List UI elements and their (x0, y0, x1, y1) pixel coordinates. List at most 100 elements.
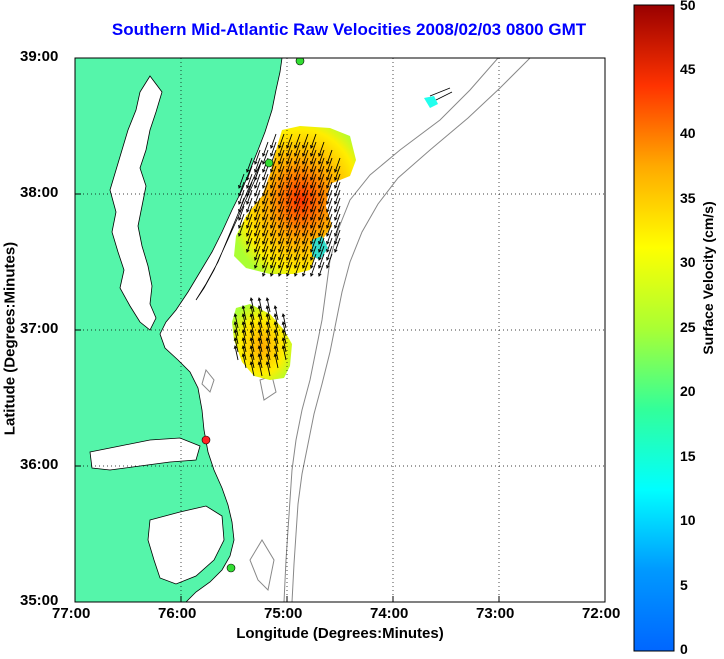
velocity-arrowhead (334, 216, 338, 221)
velocity-arrowhead (265, 297, 270, 302)
velocity-arrowhead (334, 232, 338, 237)
station-marker-green (226, 563, 236, 573)
velocity-arrowhead (334, 208, 338, 213)
velocity-arrow (254, 165, 261, 181)
velocity-arrowhead (257, 361, 262, 366)
velocity-arrow (302, 133, 309, 149)
velocity-arrow (246, 173, 253, 189)
velocity-arrowhead (278, 152, 282, 157)
velocity-arrowhead (302, 272, 306, 277)
colorbar-label: Surface Velocity (cm/s) (700, 201, 716, 355)
velocity-arrowhead (326, 184, 330, 189)
velocity-arrow (286, 141, 293, 157)
velocity-arrow (274, 329, 279, 345)
velocity-arrowhead (262, 224, 266, 229)
velocity-arrow (250, 361, 255, 377)
velocity-arrow (274, 345, 279, 361)
colorbar-tick-label: 40 (680, 125, 696, 141)
velocity-arrow (302, 205, 309, 221)
velocity-arrowhead (254, 216, 258, 221)
velocity-arrow (278, 245, 285, 261)
velocity-arrowhead (262, 176, 266, 181)
velocity-arrow (262, 165, 269, 181)
velocity-arrow (286, 205, 293, 221)
velocity-arrow (266, 337, 271, 353)
x-tick-label: 76:00 (158, 605, 197, 622)
velocity-arrowhead (241, 313, 246, 318)
velocity-arrow (278, 149, 285, 165)
velocity-arrow (310, 205, 317, 221)
velocity-arrow (246, 221, 253, 237)
velocity-arrow (318, 197, 325, 213)
velocity-arrowhead (278, 160, 282, 165)
velocity-arrow (254, 197, 261, 213)
velocity-arrow (278, 221, 285, 237)
velocity-arrow (318, 229, 325, 245)
velocity-arrowhead (262, 192, 266, 197)
velocity-arrow (242, 305, 247, 321)
velocity-arrowhead (278, 184, 282, 189)
velocity-arrowhead (249, 305, 254, 310)
velocity-arrowhead (270, 192, 274, 197)
velocity-arrowhead (249, 297, 254, 302)
velocity-arrowhead (249, 345, 254, 350)
velocity-arrow (262, 229, 269, 245)
velocity-arrow (310, 245, 317, 261)
velocity-arrowhead (326, 160, 330, 165)
velocity-arrowhead (318, 240, 322, 245)
velocity-arrow (326, 173, 333, 189)
velocity-arrow (270, 205, 277, 221)
velocity-arrowhead (257, 305, 262, 310)
velocity-arrow (302, 197, 309, 213)
velocity-arrow (278, 261, 285, 277)
velocity-arrowhead (257, 321, 262, 326)
velocity-arrow (326, 229, 333, 245)
velocity-arrowhead (334, 168, 338, 173)
velocity-arrowhead (302, 192, 306, 197)
velocity-arrowhead (233, 345, 238, 350)
velocity-arrowhead (270, 272, 274, 277)
velocity-arrowhead (233, 313, 238, 318)
velocity-arrow (278, 189, 285, 205)
velocity-arrowhead (262, 256, 266, 261)
velocity-arrowhead (257, 337, 262, 342)
colorbar-tick-label: 50 (680, 0, 696, 13)
velocity-arrow (258, 321, 263, 337)
velocity-arrow (262, 189, 269, 205)
station-marker-green (264, 158, 274, 168)
velocity-arrowhead (273, 353, 278, 358)
velocity-arrow (294, 133, 301, 149)
velocity-arrowhead (262, 272, 266, 277)
velocity-arrow (334, 205, 341, 221)
velocity-arrow (258, 345, 263, 361)
velocity-arrow (334, 173, 341, 189)
velocity-arrowhead (265, 305, 270, 310)
velocity-arrow (242, 353, 247, 369)
velocity-arrowhead (302, 256, 306, 261)
velocity-arrowhead (265, 345, 270, 350)
velocity-arrow (234, 313, 239, 329)
velocity-arrowhead (326, 240, 330, 245)
velocity-arrow (318, 165, 325, 181)
velocity-arrow (310, 229, 317, 245)
velocity-arrowhead (257, 313, 262, 318)
velocity-arrow (294, 157, 301, 173)
velocity-arrow (250, 313, 255, 329)
velocity-arrow (294, 205, 301, 221)
velocity-arrow (326, 197, 333, 213)
velocity-arrow (326, 189, 333, 205)
velocity-arrow (310, 149, 317, 165)
velocity-arrowhead (310, 224, 314, 229)
velocity-arrowhead (281, 345, 286, 350)
velocity-arrowhead (302, 152, 306, 157)
velocity-arrowhead (310, 200, 314, 205)
velocity-arrowhead (265, 337, 270, 342)
axis-ticks (75, 193, 500, 602)
velocity-arrow (326, 165, 333, 181)
velocity-arrow (318, 221, 325, 237)
velocity-arrowhead (334, 184, 338, 189)
velocity-arrow (254, 205, 261, 221)
velocity-arrow (246, 197, 253, 213)
albemarle-sound (89, 437, 201, 471)
y-tick-label: 38:00 (20, 184, 59, 201)
